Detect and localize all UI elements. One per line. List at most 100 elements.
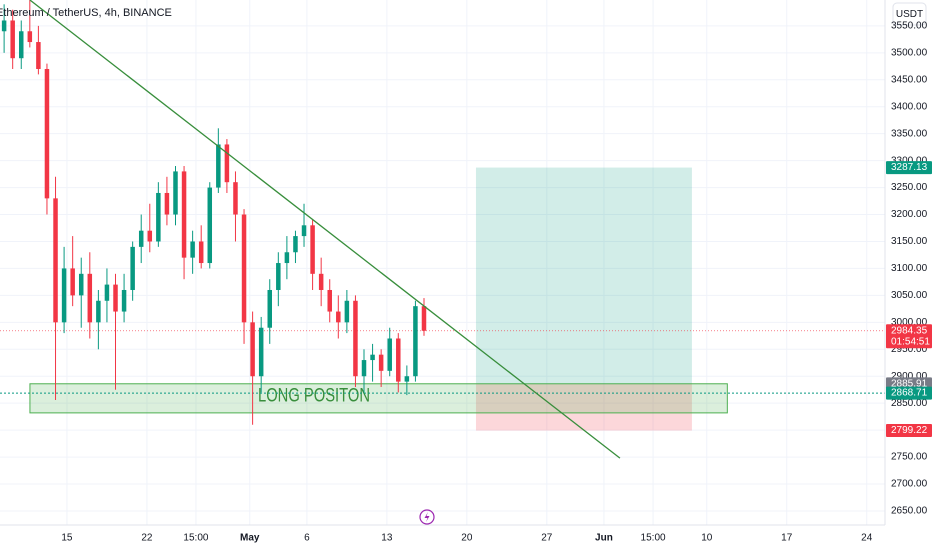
y-tick-label: 3200.00 bbox=[891, 209, 928, 220]
y-tick-label: 2700.00 bbox=[891, 479, 928, 490]
candle-body bbox=[36, 42, 41, 69]
stop-label: 2799.22 bbox=[891, 425, 928, 436]
stop-zone bbox=[475, 383, 692, 431]
candle-body bbox=[173, 171, 178, 215]
y-tick-label: 3400.00 bbox=[891, 101, 928, 112]
trendline bbox=[29, 0, 621, 459]
x-tick-label: 10 bbox=[701, 533, 713, 544]
y-tick-label: 3050.00 bbox=[891, 290, 928, 301]
y-tick-label: 2750.00 bbox=[891, 452, 928, 463]
candle-body bbox=[224, 144, 230, 183]
candle-body bbox=[284, 252, 290, 264]
candle-body bbox=[164, 192, 170, 215]
candle-body bbox=[190, 241, 195, 258]
level-tag bbox=[886, 386, 932, 400]
candle-body bbox=[344, 300, 350, 323]
candle-body bbox=[216, 144, 221, 188]
candle-body bbox=[421, 306, 427, 331]
countdown: 01:54:51 bbox=[891, 336, 930, 347]
entry-label: 2885.91 bbox=[891, 378, 928, 389]
candle-body bbox=[78, 273, 84, 296]
candle-body bbox=[61, 268, 67, 323]
x-tick-label: 20 bbox=[461, 533, 473, 544]
event-bolt bbox=[424, 512, 430, 522]
currency-button[interactable] bbox=[892, 2, 927, 26]
candle-body bbox=[156, 192, 161, 242]
candle-body bbox=[327, 289, 332, 312]
x-tick-label: 6 bbox=[304, 533, 310, 544]
candle-body bbox=[241, 214, 247, 323]
stop-tag bbox=[886, 424, 932, 438]
candle-body bbox=[301, 225, 307, 237]
candle-body bbox=[361, 360, 367, 377]
x-tick-label: 24 bbox=[861, 533, 873, 544]
y-tick-label: 3500.00 bbox=[891, 47, 928, 58]
candle-body bbox=[70, 268, 75, 296]
x-tick-label: 15:00 bbox=[641, 533, 666, 544]
x-tick-label: 17 bbox=[781, 533, 793, 544]
y-tick-label: 3300.00 bbox=[891, 155, 928, 166]
candle-body bbox=[198, 241, 204, 264]
candle-body bbox=[378, 354, 384, 371]
candle-body bbox=[233, 182, 238, 215]
candle-body bbox=[1, 20, 7, 32]
candle-body bbox=[336, 311, 341, 323]
x-tick-label: 15:00 bbox=[183, 533, 208, 544]
zone-label: LONG POSITON bbox=[258, 385, 370, 406]
y-tick-label: 3150.00 bbox=[891, 236, 928, 247]
candle-body bbox=[121, 289, 127, 312]
event-icon[interactable] bbox=[419, 509, 435, 525]
candle-body bbox=[181, 171, 187, 258]
candle-body bbox=[130, 246, 135, 290]
candle-body bbox=[276, 263, 281, 290]
candle-body bbox=[138, 230, 144, 247]
candle-body bbox=[396, 338, 401, 382]
y-tick-label: 3350.00 bbox=[891, 128, 928, 139]
target-zone bbox=[475, 167, 692, 384]
candle-body bbox=[53, 198, 58, 323]
candle-body bbox=[413, 306, 418, 377]
candle-body bbox=[353, 300, 358, 377]
candle-body bbox=[310, 225, 315, 274]
y-tick-label: 2900.00 bbox=[891, 371, 928, 382]
candle-body bbox=[293, 236, 298, 253]
x-tick-label: 22 bbox=[141, 533, 153, 544]
x-tick-label: 15 bbox=[61, 533, 73, 544]
candle-body bbox=[258, 327, 264, 377]
chart-title: Ethereum / TetherUS, 4h, BINANCE bbox=[0, 7, 172, 19]
candle-body bbox=[250, 322, 255, 377]
last-price-tag bbox=[886, 324, 932, 349]
plot-area: LONG POSITON bbox=[0, 0, 885, 525]
y-tick-label: 3550.00 bbox=[891, 21, 928, 32]
candle-body bbox=[27, 31, 33, 43]
currency[interactable]: USDT bbox=[896, 9, 923, 20]
x-tick-label: 13 bbox=[381, 533, 393, 544]
candle-body bbox=[104, 284, 110, 301]
x-tick-label: May bbox=[240, 533, 260, 544]
candle-body bbox=[19, 31, 24, 59]
y-tick-label: 2650.00 bbox=[891, 506, 928, 517]
candle-body bbox=[44, 68, 50, 199]
candle-body bbox=[96, 300, 101, 323]
y-tick-label: 3250.00 bbox=[891, 182, 928, 193]
candle-body bbox=[10, 20, 15, 59]
candle-body bbox=[404, 376, 410, 382]
y-tick-label: 2950.00 bbox=[891, 344, 928, 355]
candle-body bbox=[87, 273, 93, 323]
candle-body bbox=[147, 230, 153, 242]
candle-body bbox=[387, 338, 392, 371]
y-tick-label: 3000.00 bbox=[891, 317, 928, 328]
last-price-label: 2984.35 bbox=[891, 325, 928, 336]
y-tick-label: 3100.00 bbox=[891, 263, 928, 274]
candle-body bbox=[267, 289, 273, 328]
candle-body bbox=[207, 187, 213, 264]
level-label: 2868.71 bbox=[891, 388, 928, 399]
candle-body bbox=[113, 284, 118, 312]
target-tag bbox=[886, 161, 932, 175]
y-tick-label: 2850.00 bbox=[891, 398, 928, 409]
x-tick-label: 27 bbox=[541, 533, 553, 544]
target-label: 3287.13 bbox=[891, 162, 928, 173]
y-tick-label: 3450.00 bbox=[891, 74, 928, 85]
